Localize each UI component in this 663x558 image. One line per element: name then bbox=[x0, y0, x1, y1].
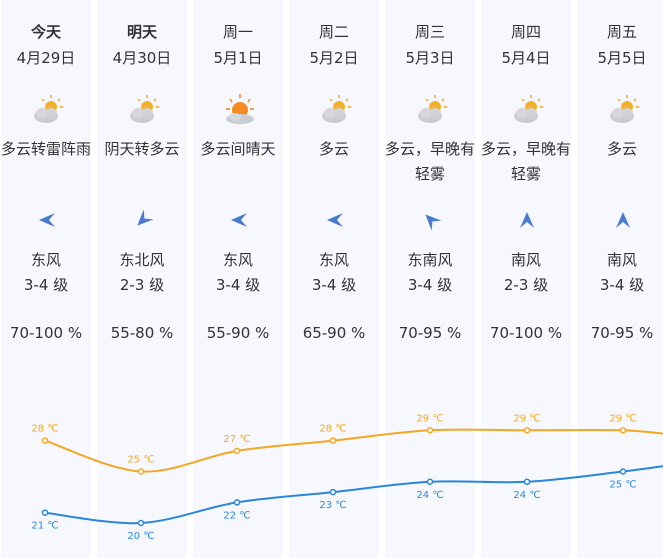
wind-level: 3-4 级 bbox=[215, 276, 261, 294]
wind-level: 3-4 级 bbox=[311, 276, 357, 294]
day-column-mon: 周一 5月1日 多云间晴天 东风 3-4 级 55-90 % bbox=[193, 0, 283, 558]
wind-level: 3-4 级 bbox=[599, 276, 645, 294]
east-wind-arrow-icon bbox=[39, 213, 55, 227]
partly-cloudy-icon bbox=[322, 95, 351, 123]
day-column-tomorrow: 明天 4月30日 阴天转多云 东北风 2-3 级 55-80 % bbox=[97, 0, 187, 558]
wind-level: 3-4 级 bbox=[407, 276, 453, 294]
day-date: 5月5日 bbox=[597, 49, 647, 67]
wind-direction: 南风 bbox=[510, 251, 541, 269]
day-name: 周一 bbox=[222, 23, 253, 41]
wind-direction: 东风 bbox=[30, 251, 61, 269]
sun-cloud-icon bbox=[226, 94, 254, 124]
day-date: 4月30日 bbox=[112, 49, 172, 67]
partly-cloudy-icon bbox=[610, 95, 639, 123]
day-date: 5月4日 bbox=[501, 49, 551, 67]
wind-direction: 东南风 bbox=[407, 251, 453, 269]
humidity: 70-95 % bbox=[590, 324, 654, 342]
humidity: 55-90 % bbox=[206, 324, 270, 342]
east-wind-arrow-icon bbox=[231, 213, 247, 227]
northeast-wind-arrow-icon bbox=[137, 209, 154, 226]
partly-cloudy-icon bbox=[418, 95, 447, 123]
day-name: 周四 bbox=[510, 23, 541, 41]
day-name: 今天 bbox=[30, 23, 61, 41]
day-column-tue: 周二 5月2日 多云 东风 3-4 级 65-90 % bbox=[289, 0, 379, 558]
partly-cloudy-icon bbox=[130, 95, 159, 123]
east-wind-arrow-icon bbox=[327, 213, 343, 227]
humidity: 70-100 % bbox=[489, 324, 563, 342]
weather-desc: 多云，早晚有轻雾 bbox=[385, 140, 476, 183]
wind-direction: 东风 bbox=[222, 251, 253, 269]
day-name: 周二 bbox=[318, 23, 349, 41]
day-name: 周三 bbox=[414, 23, 445, 41]
partly-cloudy-icon bbox=[514, 95, 543, 123]
day-date: 4月29日 bbox=[16, 49, 76, 67]
southeast-wind-arrow-icon bbox=[425, 214, 442, 231]
partly-cloudy-icon bbox=[34, 95, 63, 123]
weather-desc: 多云 bbox=[318, 140, 349, 158]
south-wind-arrow-icon bbox=[616, 212, 630, 228]
weather-desc: 多云间晴天 bbox=[200, 140, 276, 158]
weather-desc: 多云，早晚有轻雾 bbox=[481, 140, 572, 183]
day-column-wed: 周三 5月3日 多云，早晚有轻雾 东南风 3-4 级 70-95 % bbox=[385, 0, 475, 558]
humidity: 65-90 % bbox=[302, 324, 366, 342]
day-name: 明天 bbox=[126, 23, 157, 41]
day-column-fri: 周五 5月5日 多云 南风 3-4 级 70-95 % bbox=[577, 0, 663, 558]
day-date: 5月3日 bbox=[405, 49, 455, 67]
weather-desc: 多云转雷阵雨 bbox=[1, 140, 92, 158]
day-column-today: 今天 4月29日 多云转雷阵雨 东风 3-4 级 70-100 % bbox=[1, 0, 91, 558]
wind-level: 2-3 级 bbox=[503, 276, 549, 294]
humidity: 70-95 % bbox=[398, 324, 462, 342]
weather-desc: 多云 bbox=[606, 140, 637, 158]
day-date: 5月2日 bbox=[309, 49, 359, 67]
wind-level: 3-4 级 bbox=[23, 276, 69, 294]
wind-direction: 东北风 bbox=[119, 251, 165, 269]
weather-desc: 阴天转多云 bbox=[104, 140, 180, 158]
humidity: 70-100 % bbox=[9, 324, 83, 342]
humidity: 55-80 % bbox=[110, 324, 174, 342]
day-column-thu: 周四 5月4日 多云，早晚有轻雾 南风 2-3 级 70-100 % bbox=[481, 0, 571, 558]
wind-direction: 南风 bbox=[606, 251, 637, 269]
wind-level: 2-3 级 bbox=[119, 276, 165, 294]
day-name: 周五 bbox=[606, 23, 637, 41]
wind-direction: 东风 bbox=[318, 251, 349, 269]
south-wind-arrow-icon bbox=[520, 212, 534, 228]
day-date: 5月1日 bbox=[213, 49, 263, 67]
